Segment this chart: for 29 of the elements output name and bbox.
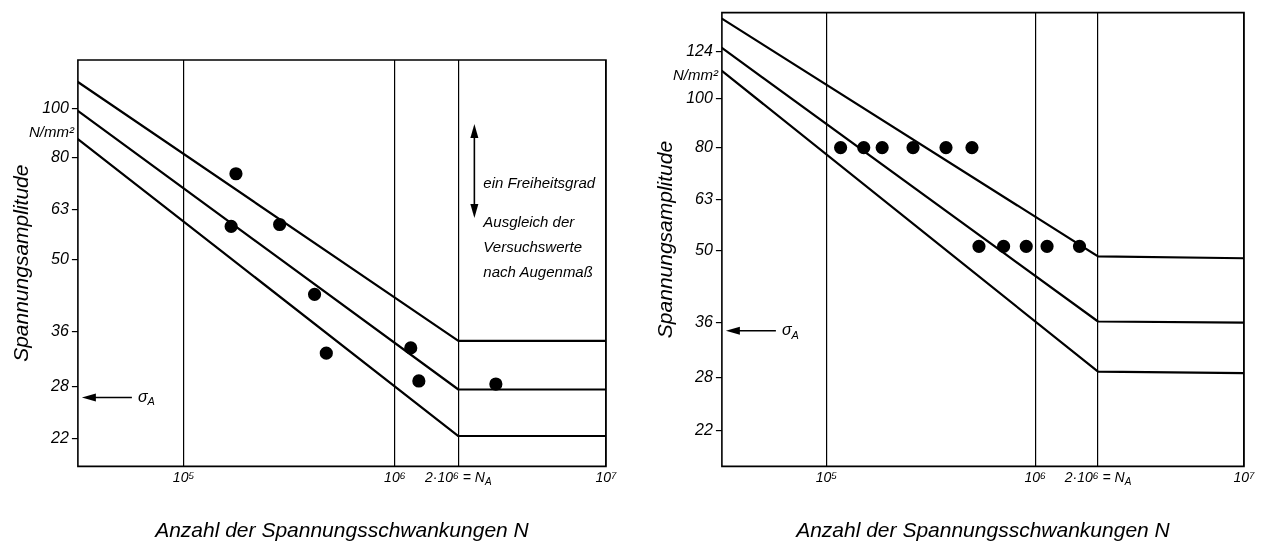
y-axis-title: Spannungsamplitude bbox=[9, 164, 33, 362]
annotation: ein Freiheitsgrad bbox=[483, 174, 596, 192]
y-tick-label: 100 bbox=[686, 89, 713, 107]
y-tick-label: 22 bbox=[694, 421, 713, 439]
y-tick-label: 50 bbox=[51, 250, 69, 268]
x-axis-title: Anzahl der Spannungsschwankungen N bbox=[153, 518, 530, 542]
y-tick-label: 36 bbox=[695, 313, 713, 331]
y-tick-label: 100 bbox=[42, 99, 69, 117]
x-axis-title: Anzahl der Spannungsschwankungen N bbox=[794, 518, 1171, 542]
y-tick-label: 28 bbox=[694, 368, 713, 386]
y-tick-label: 28 bbox=[50, 376, 69, 394]
x-tick-label: 10⁷ bbox=[595, 469, 618, 486]
y-tick-label: 63 bbox=[695, 190, 713, 208]
annotation: Ausgleich der Versuchswerte nach Augenmaß bbox=[482, 213, 593, 281]
y-tick-label: 80 bbox=[695, 138, 713, 155]
y-tick-label: 124 bbox=[686, 41, 713, 59]
y-tick-label: 36 bbox=[51, 321, 69, 339]
y-tick-label: 50 bbox=[695, 241, 713, 259]
x-tick-label: 10⁷ bbox=[1233, 469, 1256, 486]
y-tick-label: 63 bbox=[51, 199, 69, 217]
x-tick-label: 10⁵ bbox=[815, 469, 838, 486]
x-tick-label: 10⁶ bbox=[1024, 469, 1047, 486]
y-axis-title: Spannungsamplitude bbox=[653, 140, 677, 339]
y-tick-label: 22 bbox=[50, 429, 69, 447]
x-tick-label: 10⁶ bbox=[384, 469, 406, 486]
text: N/mm² bbox=[28, 122, 75, 140]
x-tick-label: 10⁵ bbox=[172, 469, 195, 486]
text: N/mm² bbox=[672, 65, 719, 83]
y-tick-label: 80 bbox=[51, 147, 69, 165]
